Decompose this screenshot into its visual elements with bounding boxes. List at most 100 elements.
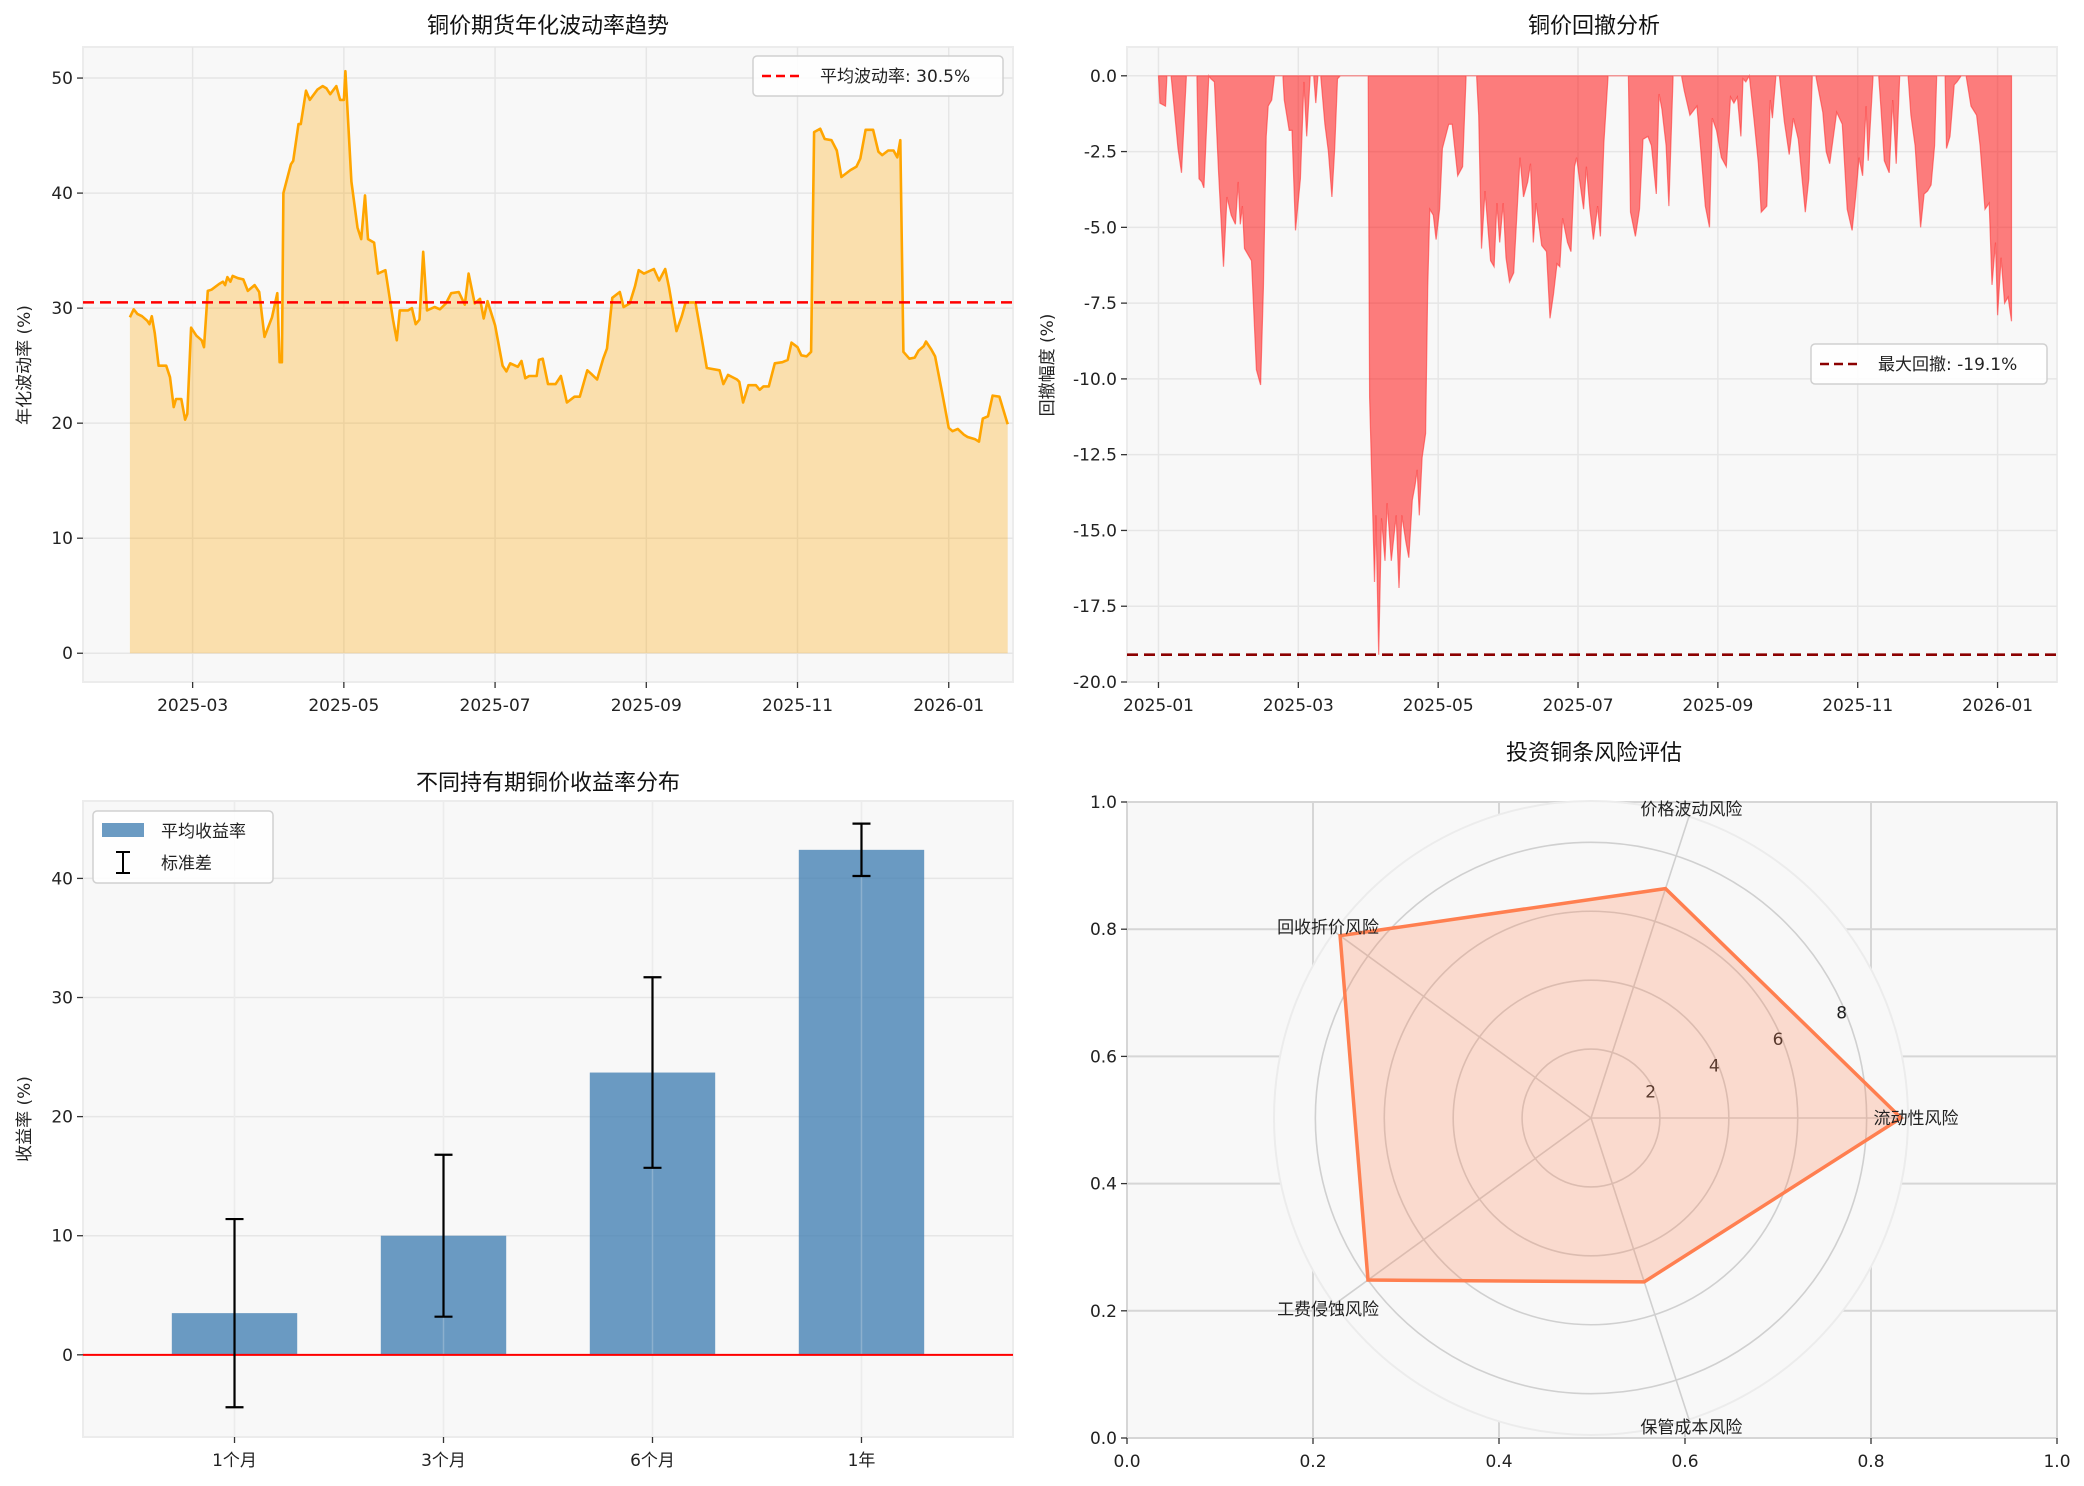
volatility-area-fill bbox=[129, 71, 1008, 654]
y-tick-label: 40 bbox=[51, 869, 73, 889]
volatility-legend: 平均波动率: 30.5% bbox=[752, 55, 1004, 97]
y-tick-label: -2.5 bbox=[1084, 143, 1117, 163]
drawdown-chart: 铜价回撤分析 0.0 -2.5 -5.0 -7.5 -10.0 -12.5 -15.0 -17… bbox=[1038, 14, 2058, 716]
x-tick-label: 2025-03 bbox=[1263, 696, 1334, 716]
drawdown-y-axis: 0.0 -2.5 -5.0 -7.5 -10.0 -12.5 -15.0 -17.5 -20.0 bbox=[1073, 67, 1127, 693]
legend-label-mean: 平均收益率 bbox=[161, 822, 246, 842]
x-tick-label: 2025-11 bbox=[762, 696, 833, 716]
radar-r-tick-label: 6 bbox=[1773, 1030, 1784, 1050]
x-tick-label: 2025-05 bbox=[1403, 696, 1474, 716]
radar-spoke bbox=[1590, 1117, 1690, 1420]
volatility-grid bbox=[83, 47, 1013, 682]
risk-polygon bbox=[1338, 886, 1904, 1284]
legend-label-max-drawdown: 最大回撤: -19.1% bbox=[1878, 355, 2017, 375]
x-tick-label: 2025-09 bbox=[611, 696, 682, 716]
bar bbox=[798, 849, 925, 1355]
volatility-y-label: 年化波动率 (%) bbox=[15, 305, 35, 425]
x-tick-label: 2026-01 bbox=[913, 696, 984, 716]
x-tick-label: 0.2 bbox=[1299, 1452, 1326, 1472]
x-tick-label: 2025-11 bbox=[1822, 696, 1893, 716]
radar-category-label: 价格波动风险 bbox=[1640, 800, 1742, 820]
y-tick-label: 0.4 bbox=[1090, 1175, 1117, 1195]
x-tick-label: 0.8 bbox=[1857, 1452, 1884, 1472]
returns-legend: 平均收益率 标准差 bbox=[92, 810, 274, 884]
y-tick-label: -17.5 bbox=[1073, 597, 1117, 617]
risk-radar-title: 投资铜条风险评估 bbox=[1506, 741, 1682, 766]
volatility-y-axis: 0 10 20 30 40 50 bbox=[51, 69, 83, 664]
y-tick-label: 30 bbox=[51, 299, 73, 319]
x-tick-label: 1年 bbox=[848, 1451, 876, 1471]
x-tick-label: 2025-07 bbox=[1542, 696, 1613, 716]
radar-spoke bbox=[1334, 931, 1592, 1119]
returns-chart-title: 不同持有期铜价收益率分布 bbox=[416, 771, 680, 796]
y-tick-label: 0.6 bbox=[1090, 1047, 1117, 1067]
x-tick-label: 1.0 bbox=[2043, 1452, 2070, 1472]
radar-rings: 2 4 6 8 bbox=[1314, 816, 1908, 1420]
x-tick-label: 2025-09 bbox=[1682, 696, 1753, 716]
x-tick-label: 0.0 bbox=[1113, 1452, 1140, 1472]
radar-spoke bbox=[1590, 816, 1690, 1119]
y-tick-label: -5.0 bbox=[1084, 218, 1117, 238]
x-tick-label: 2025-01 bbox=[1123, 696, 1194, 716]
radar-background-ticks: 0.0 0.2 0.4 0.6 0.8 1.0 0.0 0.2 0.4 0.6 0.8 1.0 bbox=[1090, 793, 2071, 1472]
drawdown-y-label: 回撤幅度 (%) bbox=[1038, 314, 1058, 417]
returns-x-axis: 1个月 3个月 6个月 1年 bbox=[212, 1437, 875, 1471]
y-tick-label: -10.0 bbox=[1073, 370, 1117, 390]
radar-category-label: 保管成本风险 bbox=[1640, 1418, 1742, 1438]
y-tick-label: 20 bbox=[51, 1108, 73, 1128]
returns-error-bars bbox=[225, 822, 871, 1409]
x-tick-label: 3个月 bbox=[421, 1451, 466, 1471]
legend-label-std: 标准差 bbox=[161, 854, 212, 874]
y-tick-label: -15.0 bbox=[1073, 521, 1117, 541]
legend-errorbar-icon bbox=[116, 851, 130, 874]
drawdown-x-axis: 2025-01 2025-03 2025-05 2025-07 2025-09 2025-… bbox=[1123, 682, 2033, 716]
x-tick-label: 2025-03 bbox=[157, 696, 228, 716]
returns-chart: 不同持有期铜价收益率分布 0 10 20 30 40 1个月 3个月 6个月 1年 收益率 (… bbox=[15, 771, 1014, 1471]
x-tick-label: 1个月 bbox=[212, 1451, 257, 1471]
radar-category-label: 工费侵蚀风险 bbox=[1277, 1300, 1379, 1320]
x-tick-label: 0.6 bbox=[1671, 1452, 1698, 1472]
volatility-x-axis: 2025-03 2025-05 2025-07 2025-09 2025-11 2026-… bbox=[157, 682, 984, 716]
volatility-plot-area bbox=[82, 46, 1014, 683]
radar-category-label: 回收折价风险 bbox=[1277, 918, 1379, 938]
x-tick-label: 2025-05 bbox=[308, 696, 379, 716]
legend-label-average: 平均波动率: 30.5% bbox=[820, 67, 970, 87]
y-tick-label: 0.0 bbox=[1090, 67, 1117, 87]
y-tick-label: 30 bbox=[51, 989, 73, 1009]
legend-bar-swatch-icon bbox=[102, 823, 144, 837]
y-tick-label: 40 bbox=[51, 184, 73, 204]
x-tick-label: 2026-01 bbox=[1962, 696, 2033, 716]
drawdown-chart-title: 铜价回撤分析 bbox=[1528, 14, 1660, 39]
y-tick-label: 10 bbox=[51, 529, 73, 549]
y-tick-label: 10 bbox=[51, 1227, 73, 1247]
drawdown-legend: 最大回撤: -19.1% bbox=[1810, 343, 2048, 385]
volatility-line bbox=[128, 69, 1009, 443]
returns-y-label: 收益率 (%) bbox=[15, 1076, 35, 1162]
y-tick-label: 0 bbox=[62, 1346, 73, 1366]
y-tick-label: 0 bbox=[62, 644, 73, 664]
y-tick-label: -12.5 bbox=[1073, 446, 1117, 466]
returns-y-axis: 0 10 20 30 40 bbox=[51, 869, 83, 1366]
radar-spoke bbox=[1334, 1117, 1592, 1305]
risk-radar-chart: 投资铜条风险评估 2 4 6 8 流动性风险 价格波动风险回收折价风险工费侵蚀风险保管成… bbox=[1090, 741, 2071, 1472]
radar-category-label: 流动性风险 bbox=[1874, 1109, 1959, 1129]
y-tick-label: -7.5 bbox=[1084, 294, 1117, 314]
x-tick-label: 6个月 bbox=[630, 1451, 675, 1471]
y-tick-label: 0.0 bbox=[1090, 1429, 1117, 1449]
y-tick-label: 0.2 bbox=[1090, 1302, 1117, 1322]
radar-r-tick-label: 2 bbox=[1645, 1083, 1656, 1103]
drawdown-area-fill bbox=[1157, 73, 2013, 655]
volatility-chart-title: 铜价期货年化波动率趋势 bbox=[427, 14, 669, 39]
radar-r-tick-label: 4 bbox=[1709, 1056, 1720, 1076]
y-tick-label: 50 bbox=[51, 69, 73, 89]
radar-r-tick-label: 8 bbox=[1836, 1004, 1847, 1024]
y-tick-label: 1.0 bbox=[1090, 793, 1117, 813]
x-tick-label: 2025-07 bbox=[460, 696, 531, 716]
y-tick-label: -20.0 bbox=[1073, 673, 1117, 693]
x-tick-label: 0.4 bbox=[1485, 1452, 1512, 1472]
y-tick-label: 0.8 bbox=[1090, 920, 1117, 940]
y-tick-label: 20 bbox=[51, 414, 73, 434]
